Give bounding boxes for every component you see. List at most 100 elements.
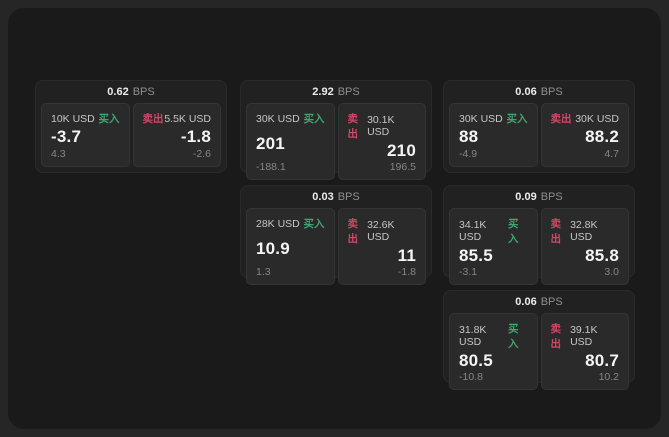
- buy-sub-value: -4.9: [459, 148, 478, 160]
- bps-value: 0.62: [107, 86, 129, 98]
- buy-price: 80.5: [459, 351, 493, 370]
- bps-unit-label: BPS: [337, 191, 360, 203]
- quote-card: 0.09 BPS 34.1K USD 买入 85.5 -3.1 卖出 32.8K…: [443, 185, 635, 285]
- bps-value: 0.03: [312, 191, 334, 203]
- sell-price: 11: [397, 246, 416, 265]
- card-panels: 28K USD 买入 10.9 1.3 卖出 32.6K USD 11 -1.8: [241, 208, 431, 290]
- buy-price: 85.5: [459, 246, 493, 265]
- sell-amount: 30.1K USD: [367, 114, 395, 138]
- buy-price: -3.7: [51, 127, 82, 146]
- buy-sub-value: -10.8: [459, 371, 483, 383]
- buy-amount: 28K USD: [256, 217, 300, 230]
- buy-panel[interactable]: 28K USD 买入 10.9 1.3: [246, 208, 335, 285]
- buy-side-label: 买入: [303, 113, 325, 125]
- sell-panel-top: 卖出 5.5K USD: [143, 111, 212, 126]
- bps-unit-label: BPS: [540, 86, 563, 98]
- buy-amount: 30K USD: [256, 112, 300, 125]
- bps-unit-label: BPS: [540, 296, 563, 308]
- quote-card: 2.92 BPS 30K USD 买入 201 -188.1 卖出 30.1K …: [240, 80, 432, 180]
- buy-sub-value: -3.1: [459, 266, 478, 278]
- sell-amount: 30K USD: [575, 112, 619, 125]
- buy-side-label: 买入: [303, 218, 325, 230]
- card-header: 0.06 BPS: [444, 291, 634, 313]
- buy-price: 10.9: [256, 238, 290, 258]
- buy-sub-value: -188.1: [256, 161, 286, 173]
- sell-panel[interactable]: 卖出 39.1K USD 80.7 10.2: [540, 313, 629, 390]
- app-window: 0.62 BPS 10K USD 买入 -3.7 4.3 卖出 5.5K USD…: [8, 8, 661, 429]
- sell-side-label: 卖出: [550, 113, 572, 125]
- buy-panel-top: 28K USD 买入: [256, 216, 325, 231]
- buy-price: 88: [459, 127, 479, 146]
- card-panels: 31.8K USD 买入 80.5 -10.8 卖出 39.1K USD 80.…: [444, 313, 634, 395]
- sell-panel-top: 卖出 30.1K USD: [348, 111, 417, 141]
- card-panels: 10K USD 买入 -3.7 4.3 卖出 5.5K USD -1.8 -2.…: [36, 103, 226, 172]
- card-header: 0.06 BPS: [444, 81, 634, 103]
- sell-amount: 5.5K USD: [164, 112, 211, 125]
- sell-side-label: 卖出: [347, 113, 359, 140]
- buy-panel[interactable]: 31.8K USD 买入 80.5 -10.8: [449, 313, 538, 390]
- sell-sub-value: 3.0: [604, 266, 619, 278]
- sell-panel-top: 卖出 32.8K USD: [551, 216, 620, 246]
- sell-sub-value: -1.8: [397, 266, 416, 278]
- sell-side-label: 卖出: [142, 113, 164, 125]
- sell-panel-top: 卖出 32.6K USD: [348, 216, 417, 246]
- bps-value: 0.06: [515, 86, 537, 98]
- buy-panel-top: 30K USD 买入: [459, 111, 528, 126]
- card-panels: 30K USD 买入 88 -4.9 卖出 30K USD 88.2 4.7: [444, 103, 634, 172]
- bps-unit-label: BPS: [132, 86, 155, 98]
- card-header: 0.62 BPS: [36, 81, 226, 103]
- sell-price: 88.2: [585, 127, 619, 146]
- buy-panel[interactable]: 10K USD 买入 -3.7 4.3: [41, 103, 130, 167]
- buy-panel[interactable]: 34.1K USD 买入 85.5 -3.1: [449, 208, 538, 285]
- sell-side-label: 卖出: [550, 323, 562, 350]
- sell-panel[interactable]: 卖出 30.1K USD 210 196.5: [337, 103, 426, 180]
- sell-panel[interactable]: 卖出 32.8K USD 85.8 3.0: [540, 208, 629, 285]
- sell-price: -1.8: [180, 127, 211, 146]
- buy-sub-value: 4.3: [51, 148, 66, 160]
- sell-side-label: 卖出: [550, 218, 562, 245]
- sell-panel[interactable]: 卖出 32.6K USD 11 -1.8: [337, 208, 426, 285]
- sell-sub-value: 10.2: [598, 371, 619, 383]
- buy-price: 201: [256, 133, 285, 153]
- buy-panel-top: 34.1K USD 买入: [459, 216, 528, 246]
- card-panels: 30K USD 买入 201 -188.1 卖出 30.1K USD 210 1…: [241, 103, 431, 185]
- bps-unit-label: BPS: [540, 191, 563, 203]
- sell-amount: 32.6K USD: [367, 219, 395, 243]
- sell-sub-value: 4.7: [604, 148, 619, 160]
- card-header: 0.03 BPS: [241, 186, 431, 208]
- quote-card: 0.03 BPS 28K USD 买入 10.9 1.3 卖出 32.6K US…: [240, 185, 432, 285]
- sell-price: 80.7: [585, 351, 619, 370]
- buy-amount: 10K USD: [51, 112, 95, 125]
- bps-unit-label: BPS: [337, 86, 360, 98]
- buy-amount: 34.1K USD: [459, 219, 487, 243]
- sell-panel-top: 卖出 39.1K USD: [551, 321, 620, 351]
- sell-amount: 32.8K USD: [570, 219, 598, 243]
- quote-card: 0.06 BPS 30K USD 买入 88 -4.9 卖出 30K USD 8…: [443, 80, 635, 173]
- sell-amount: 39.1K USD: [570, 324, 598, 348]
- card-panels: 34.1K USD 买入 85.5 -3.1 卖出 32.8K USD 85.8…: [444, 208, 634, 290]
- buy-panel-top: 30K USD 买入: [256, 111, 325, 126]
- buy-panel[interactable]: 30K USD 买入 88 -4.9: [449, 103, 538, 167]
- quote-card: 0.62 BPS 10K USD 买入 -3.7 4.3 卖出 5.5K USD…: [35, 80, 227, 173]
- buy-panel-top: 31.8K USD 买入: [459, 321, 528, 351]
- bps-value: 0.09: [515, 191, 537, 203]
- quote-card: 0.06 BPS 31.8K USD 买入 80.5 -10.8 卖出 39.1…: [443, 290, 635, 390]
- sell-panel[interactable]: 卖出 30K USD 88.2 4.7: [540, 103, 629, 167]
- sell-side-label: 卖出: [347, 218, 359, 245]
- buy-amount: 30K USD: [459, 112, 503, 125]
- buy-side-label: 买入: [507, 323, 519, 350]
- buy-panel[interactable]: 30K USD 买入 201 -188.1: [246, 103, 335, 180]
- sell-price: 85.8: [585, 246, 619, 265]
- bps-value: 2.92: [312, 86, 334, 98]
- buy-amount: 31.8K USD: [459, 324, 487, 348]
- sell-sub-value: -2.6: [192, 148, 211, 160]
- buy-sub-value: 1.3: [256, 266, 271, 278]
- sell-panel[interactable]: 卖出 5.5K USD -1.8 -2.6: [132, 103, 221, 167]
- card-header: 2.92 BPS: [241, 81, 431, 103]
- sell-sub-value: 196.5: [389, 161, 416, 173]
- sell-price: 210: [387, 141, 416, 160]
- buy-side-label: 买入: [98, 113, 120, 125]
- buy-side-label: 买入: [506, 113, 528, 125]
- buy-panel-top: 10K USD 买入: [51, 111, 120, 126]
- buy-side-label: 买入: [507, 218, 519, 245]
